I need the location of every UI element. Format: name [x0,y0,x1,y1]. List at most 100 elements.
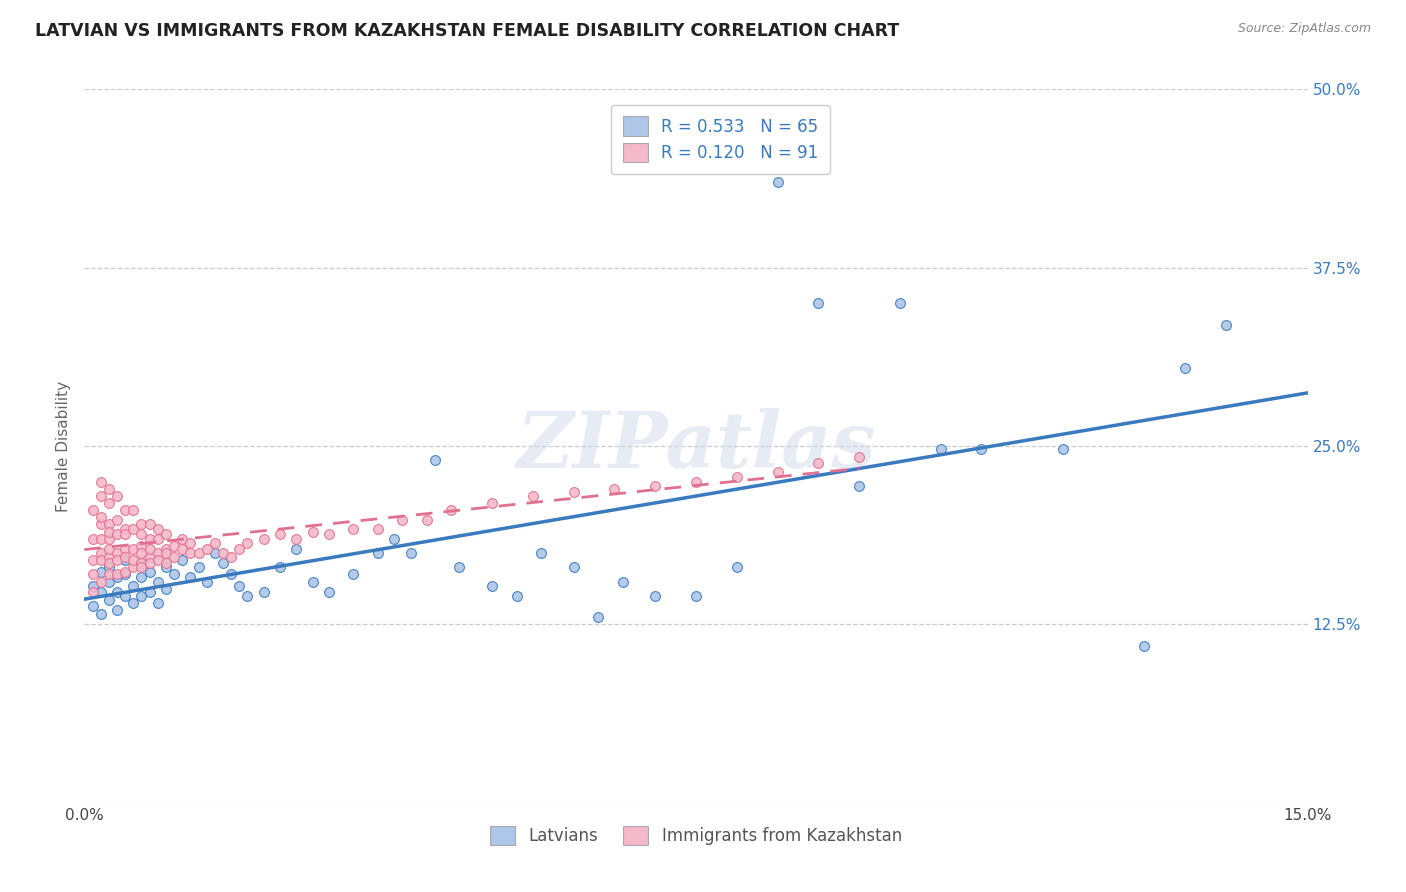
Point [131,556,153,570]
Point [562,484,585,499]
Point [766,465,789,479]
Point [970,442,993,456]
Point [155,582,177,596]
Point [155,541,177,556]
Point [204,536,226,550]
Point [90,553,112,567]
Point [105,489,128,503]
Point [138,565,160,579]
Point [138,550,160,565]
Point [131,539,153,553]
Point [82,579,104,593]
Point [97,560,120,574]
Point [236,536,259,550]
Point [848,450,870,465]
Point [685,475,707,489]
Point [155,560,177,574]
Point [114,503,136,517]
Point [195,541,218,556]
Point [367,522,389,536]
Point [97,482,120,496]
Point [122,596,145,610]
Point [1133,639,1156,653]
Point [97,496,120,510]
Point [163,550,186,565]
Point [122,522,145,536]
Legend: Latvians, Immigrants from Kazakhstan: Latvians, Immigrants from Kazakhstan [484,819,908,852]
Point [97,517,120,532]
Point [586,610,609,624]
Point [367,546,389,560]
Point [212,556,235,570]
Point [848,479,870,493]
Point [766,175,789,189]
Point [807,456,830,470]
Point [481,496,503,510]
Point [318,584,340,599]
Point [105,570,128,584]
Point [481,579,503,593]
Point [105,553,128,567]
Point [131,570,153,584]
Point [725,470,748,484]
Point [97,524,120,539]
Point [131,560,153,574]
Point [122,579,145,593]
Point [179,546,201,560]
Point [163,539,186,553]
Point [82,553,104,567]
Point [114,527,136,541]
Point [138,584,160,599]
Point [187,560,209,574]
Point [318,527,340,541]
Point [146,596,169,610]
Point [90,574,112,589]
Point [90,510,112,524]
Point [82,599,104,613]
Point [105,527,128,541]
Point [155,527,177,541]
Point [228,541,250,556]
Point [301,574,323,589]
Point [342,567,364,582]
Point [90,489,112,503]
Point [172,553,194,567]
Point [146,522,169,536]
Point [90,475,112,489]
Text: Source: ZipAtlas.com: Source: ZipAtlas.com [1237,22,1371,36]
Point [131,517,153,532]
Point [253,584,276,599]
Point [391,513,413,527]
Point [114,589,136,603]
Point [97,567,120,582]
Point [807,296,830,310]
Point [114,553,136,567]
Point [440,503,463,517]
Point [138,517,160,532]
Point [236,589,259,603]
Point [122,503,145,517]
Point [163,567,186,582]
Point [1215,318,1237,332]
Point [179,536,201,550]
Point [114,522,136,536]
Point [889,296,911,310]
Point [1052,442,1074,456]
Point [105,567,128,582]
Point [342,522,364,536]
Point [285,532,308,546]
Point [105,603,128,617]
Point [172,532,194,546]
Point [90,607,112,622]
Point [131,589,153,603]
Point [179,570,201,584]
Point [90,532,112,546]
Point [105,584,128,599]
Point [146,532,169,546]
Point [530,546,553,560]
Point [219,567,242,582]
Point [138,532,160,546]
Point [105,546,128,560]
Point [228,579,250,593]
Point [301,524,323,539]
